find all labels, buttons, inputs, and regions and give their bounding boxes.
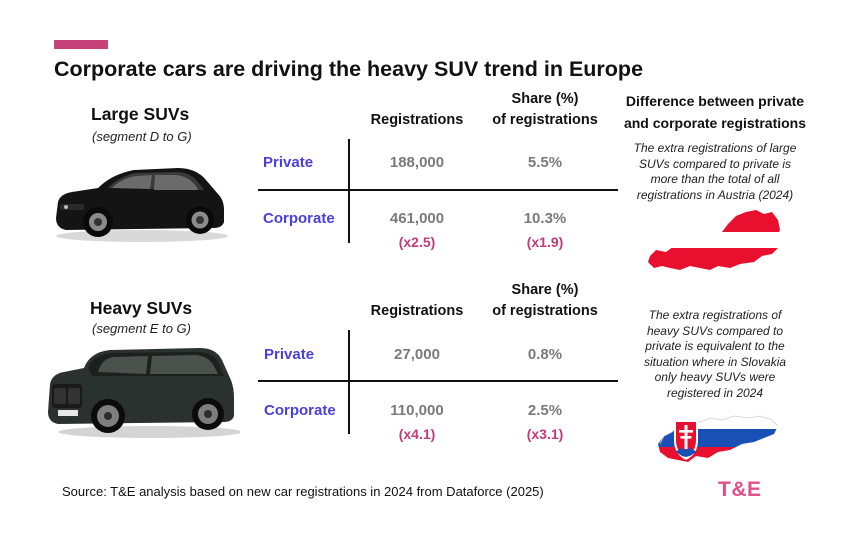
table-divider-vertical (348, 330, 350, 434)
value-share-corporate: 2.5% (527, 402, 563, 419)
te-logo-text: T&E (718, 478, 762, 501)
note-line: The extra registrations of (648, 308, 782, 322)
section-subtitle-heavy-suvs: (segment E to G) (92, 321, 191, 336)
dark-suv-image (48, 348, 240, 438)
col-header-share-line2: of registrations (492, 112, 598, 128)
page-title: Corporate cars are driving the heavy SUV… (54, 57, 644, 81)
note-line: SUVs compared to private is (638, 156, 792, 171)
value-registrations-corporate: 461,000 (389, 210, 445, 227)
note-line: situation where in Slovakia (643, 354, 787, 369)
table-divider-horizontal (258, 189, 618, 191)
value-share-corporate: 10.3% (523, 210, 567, 227)
col-header-registrations: Registrations (370, 112, 464, 128)
multiplier-registrations: (x2.5) (398, 234, 436, 250)
right-panel-heading-line1: Difference between private (625, 93, 805, 109)
note-line: registrations in Austria (2024) (636, 187, 794, 202)
austria-note: The extra registrations of large SUVs co… (622, 141, 808, 203)
value-share-private: 0.8% (527, 346, 563, 363)
col-header-share-line1: Share (%) (511, 282, 579, 298)
slovakia-flag-map (658, 415, 779, 462)
note-line: heavy SUVs compared to (646, 323, 784, 338)
row-label-corporate: Corporate (264, 402, 336, 419)
row-label-corporate: Corporate (263, 210, 335, 227)
table-divider-horizontal (258, 380, 618, 382)
row-label-private: Private (264, 346, 315, 363)
multiplier-share: (x3.1) (526, 426, 564, 442)
right-panel-heading-line2: and corporate registrations (623, 115, 807, 131)
col-header-share-line1: Share (%) (511, 91, 579, 107)
multiplier-share: (x1.9) (526, 234, 564, 250)
source-note: Source: T&E analysis based on new car re… (62, 484, 544, 499)
black-suv-image (56, 168, 228, 242)
accent-bar (54, 40, 108, 49)
note-line: The extra registrations of large (633, 141, 797, 155)
value-share-private: 5.5% (527, 154, 563, 171)
table-divider-vertical (348, 139, 350, 243)
slovakia-note: The extra registrations of heavy SUVs co… (622, 308, 808, 401)
value-registrations-corporate: 110,000 (390, 402, 444, 419)
col-header-registrations: Registrations (370, 303, 464, 319)
austria-flag-map (648, 210, 780, 270)
te-logo: T&E (718, 478, 762, 502)
section-title-heavy-suvs: Heavy SUVs (90, 298, 193, 318)
col-header-share-line2: of registrations (492, 303, 598, 319)
value-registrations-private: 188,000 (389, 154, 445, 171)
note-line: private is equivalent to the (645, 339, 785, 353)
note-line: more than the total of all (650, 172, 780, 186)
right-panel-heading: Difference between private and corporate… (622, 90, 808, 134)
section-subtitle-large-suvs: (segment D to G) (92, 129, 192, 144)
note-line: only heavy SUVs were (654, 370, 776, 384)
value-registrations-private: 27,000 (394, 346, 440, 363)
note-line: registered in 2024 (666, 385, 764, 400)
multiplier-registrations: (x4.1) (398, 426, 436, 442)
section-title-large-suvs: Large SUVs (91, 104, 190, 124)
row-label-private: Private (263, 154, 314, 171)
